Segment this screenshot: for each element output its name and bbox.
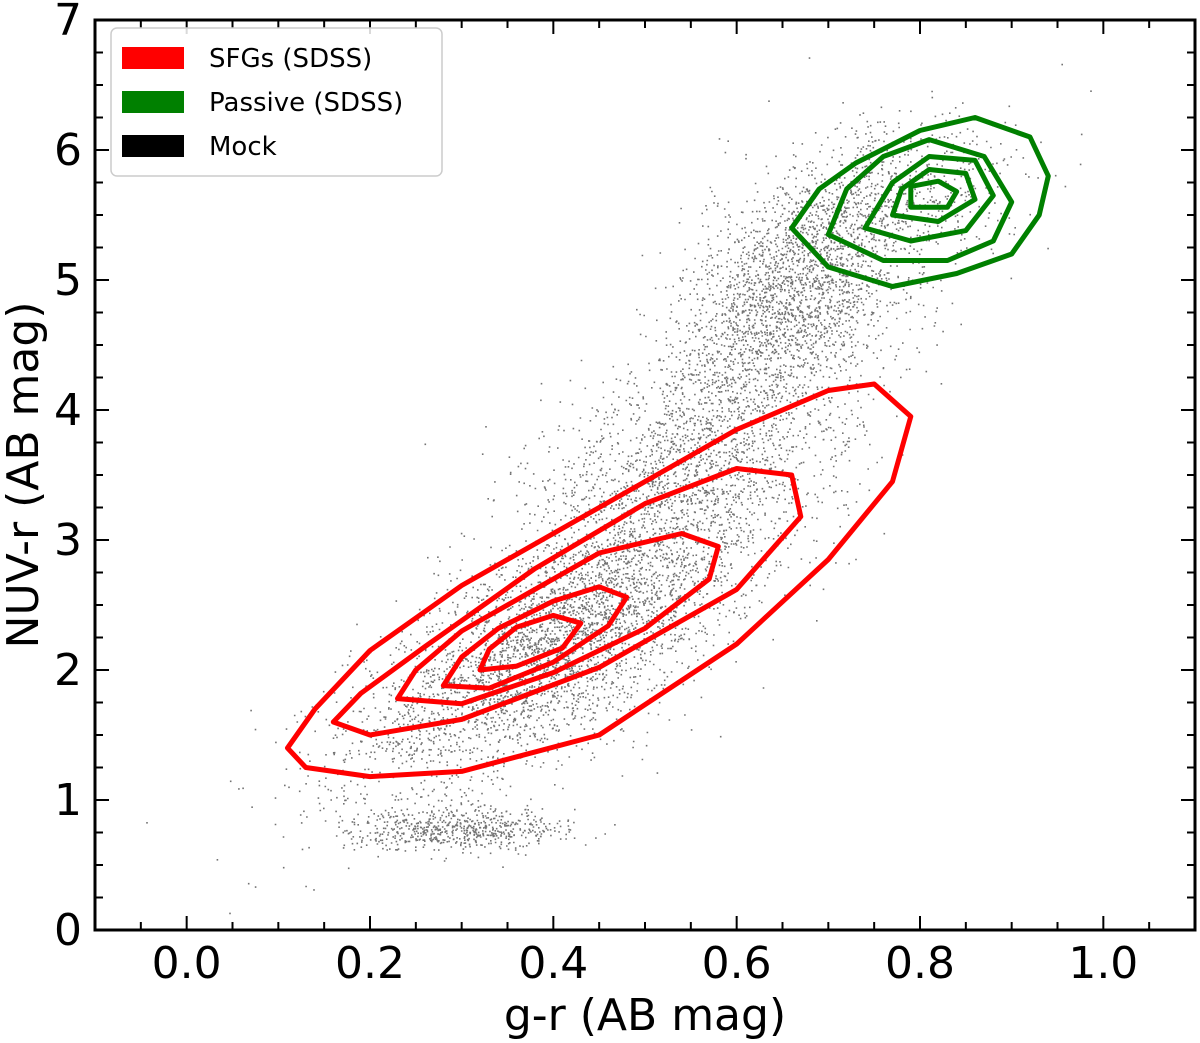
legend: SFGs (SDSS) Passive (SDSS) Mock (110, 27, 443, 177)
legend-label: Passive (SDSS) (209, 88, 403, 118)
sfg-contour-level-2 (330, 466, 804, 738)
legend-label: SFGs (SDSS) (209, 44, 372, 74)
x-tick-label: 0.2 (335, 938, 405, 989)
passive-contour-level-5 (908, 178, 960, 210)
passive-contour-level-1 (789, 115, 1051, 289)
y-tick-label: 4 (54, 385, 82, 436)
legend-label: Mock (209, 132, 277, 162)
x-tick-label: 0.6 (702, 938, 772, 989)
y-tick-label: 6 (54, 125, 82, 176)
x-tick-label: 0.0 (152, 938, 222, 989)
legend-frame (110, 27, 443, 177)
legend-entries: SFGs (SDSS) Passive (SDSS) Mock (122, 44, 403, 162)
y-tick-label: 7 (54, 0, 82, 46)
legend-swatch (122, 135, 184, 157)
x-tick-label: 0.4 (518, 938, 588, 989)
contour-layer (285, 115, 1051, 780)
passive-contour-level-4 (890, 167, 978, 224)
sfg-contour-level-1 (285, 381, 914, 780)
y-tick-label: 5 (54, 255, 82, 306)
plot-frame (93, 18, 1197, 932)
sfg-contour-level-3 (395, 531, 721, 707)
passive-contour-level-3 (862, 154, 996, 244)
y-tick-labels: 0 1 2 3 4 5 6 7 (54, 0, 82, 956)
x-tick-label: 0.8 (885, 938, 955, 989)
y-tick-label: 0 (54, 905, 82, 956)
sfg-contour-level-5 (477, 612, 584, 673)
y-tick-label: 2 (54, 645, 82, 696)
x-axis-label: g-r (AB mag) (504, 990, 786, 1041)
legend-swatch (122, 47, 184, 69)
passive-contour-level-2 (825, 137, 1015, 263)
y-axis-label: NUV-r (AB mag) (0, 302, 49, 649)
y-tick-label: 1 (54, 775, 82, 826)
x-tick-labels: 0.0 0.2 0.4 0.6 0.8 1.0 (152, 938, 1139, 989)
y-tick-label: 3 (54, 515, 82, 566)
sfg-contour-level-4 (440, 584, 630, 691)
legend-swatch (122, 91, 184, 113)
x-tick-label: 1.0 (1068, 938, 1138, 989)
